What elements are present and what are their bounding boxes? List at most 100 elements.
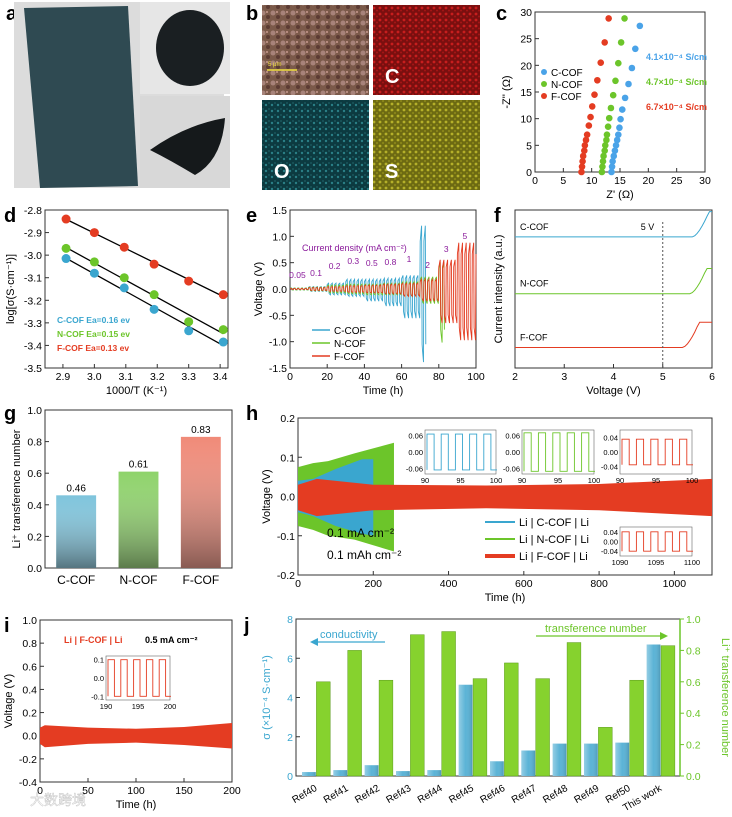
x-category-label: Ref47 [510,783,539,806]
x-tick-label: 60 [396,371,408,383]
x-axis-label: Time (h) [116,799,157,811]
inset-x-tick-label: 90 [421,476,429,485]
legend-label: Li | C-COF | Li [519,517,589,529]
panel-letter-d: d [4,205,16,227]
transference-bar [441,631,456,777]
inset-y-tick-label: 0.00 [603,448,618,457]
legend-label: C-COF [551,68,583,79]
data-point-c-cof [612,142,620,149]
data-point-c-cof [636,22,644,30]
inset-y-tick-label: 0.1 [94,656,104,665]
data-point-f-cof [588,103,596,110]
x-tick-label: 2.9 [56,371,71,383]
inset-x-tick-label: 1090 [612,558,629,567]
voltage-envelope-f-cof [40,722,232,749]
x-tick-label: 100 [467,371,485,383]
panel-letter-e: e [246,205,257,227]
y-tick-label: -0.2 [19,754,37,766]
data-point-n-cof [621,15,628,22]
data-point-c-cof [625,80,632,88]
current-density-label: 0.05 [289,270,306,280]
x-tick-label: 3.2 [150,371,165,383]
x-tick-label: 3.1 [119,371,134,383]
inset-voltage-trace [621,531,693,552]
data-point [149,304,159,314]
bar-value-label: 0.83 [191,425,211,436]
data-point [218,337,228,347]
y-tick-label: -0.2 [277,570,295,582]
x-tick-label: 50 [82,785,94,797]
data-point-c-cof [613,136,621,144]
data-point-n-cof [609,91,617,99]
5v-marker-label: 5 V [641,222,655,232]
bar-value-label: 0.46 [66,483,86,494]
inset-y-tick-label: -0.06 [406,465,423,474]
inset-frame [619,429,693,475]
x-category-label: Ref46 [479,783,508,806]
transference-bar [378,679,394,777]
bar-shading [490,761,504,776]
bar-shading [427,770,442,776]
bar-shading [396,771,410,776]
bar-value-label: 0.61 [129,460,149,471]
y-tick-label: 6 [287,653,293,665]
bar-shading [180,436,221,568]
y-tick-label: -1.5 [269,363,287,375]
x-category-label: Ref49 [573,783,602,806]
x-tick-label: 3.4 [213,371,228,383]
current-density-title: Current density (mA cm⁻²) [302,243,407,253]
y-tick-label: 0.8 [27,437,42,449]
series-label: C-COF [520,222,549,232]
x-tick-label: 3.0 [87,371,102,383]
eds-element-label: C [385,66,399,88]
y-tick-label: 5 [526,140,532,152]
y-tick-label: 30 [520,7,532,19]
inset-y-tick-label: -0.06 [503,465,520,474]
panel-letter-f: f [494,205,501,227]
inset-x-tick-label: 95 [456,476,464,485]
y2-tick-label: 0.6 [686,677,701,689]
test-condition-label: 0.1 mAh cm⁻² [327,548,401,562]
data-point-n-cof [599,163,606,170]
data-point-c-cof [632,45,639,53]
x-tick-label: 150 [175,785,193,797]
data-point [61,254,71,264]
inset-x-tick-label: 1095 [648,558,665,567]
data-point [61,214,71,224]
data-point-n-cof [605,114,613,122]
inset-y-tick-label: 0.0 [94,674,104,683]
x-category-label: Ref40 [291,783,320,806]
y-tick-label: 2 [287,732,293,744]
data-point-c-cof [609,158,616,165]
data-point-n-cof [603,131,611,138]
data-point [184,276,194,286]
data-point [149,290,159,300]
inset-y-tick-label: -0.04 [601,547,618,556]
y2-axis-label: Li⁺ transference number [719,638,731,757]
x-tick-label: 800 [590,578,608,590]
data-point-f-cof [587,113,594,121]
arrow-left-icon [310,638,318,646]
y-tick-label: -3.5 [24,363,42,375]
current-density-label: 3 [444,244,449,254]
transference-bar [598,727,613,777]
x-tick-label: 3.3 [181,371,196,383]
inset-frame [105,655,171,701]
eds-map-tile [373,100,480,190]
eds-element-label: S [385,161,398,183]
voltage-envelope-f-cof [298,478,712,517]
inset-x-tick-label: 190 [100,702,113,711]
x-category-label: N-COF [120,573,158,587]
lsv-curve-n-cof [515,268,712,295]
x-tick-label: 5 [660,371,666,383]
y-tick-label: -2.8 [24,205,42,217]
scale-bar-label: 5 μm [268,62,281,68]
data-point-n-cof [599,158,607,165]
inset-y-tick-label: 0.00 [408,448,423,457]
data-point-c-cof [621,94,629,102]
legend-label: C-COF Ea=0.16 ev [57,315,130,325]
x-tick-label: 2 [512,371,518,383]
y-tick-label: 4 [287,693,293,705]
x-tick-label: 0 [295,578,301,590]
x-axis-label: Voltage (V) [586,385,640,397]
